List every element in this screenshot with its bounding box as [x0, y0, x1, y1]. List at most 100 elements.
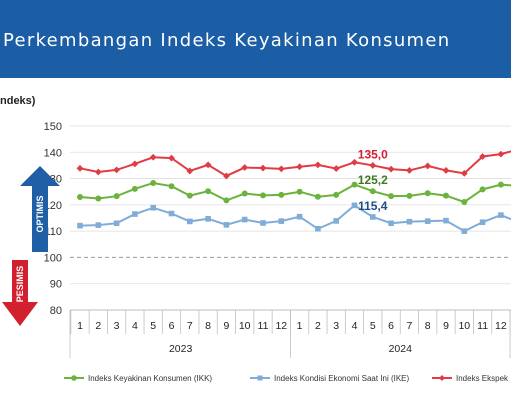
x-tick-label: 8: [205, 320, 211, 332]
data-point-iek: [113, 166, 120, 174]
legend-label: Indeks Kondisi Ekonomi Saat Ini (IKE): [274, 374, 410, 383]
data-point-ike: [498, 212, 504, 218]
data-point-ikk: [443, 192, 449, 199]
x-tick-label: 12: [275, 320, 287, 332]
data-point-ikk: [369, 188, 376, 195]
data-point-ike: [205, 215, 211, 222]
legend-label: Indeks Ekspek: [456, 374, 509, 383]
data-point-ikk: [186, 192, 193, 199]
data-point-ikk: [77, 193, 83, 200]
data-point-iek: [497, 150, 505, 158]
data-point-ikk: [296, 188, 303, 195]
data-point-ikk: [113, 193, 120, 200]
x-tick-label: 10: [458, 320, 470, 332]
x-tick-label: 6: [388, 320, 394, 332]
data-point-iek: [241, 164, 249, 171]
data-point-iek: [296, 163, 303, 171]
legend-marker: [71, 375, 77, 381]
data-point-iek: [223, 172, 230, 180]
x-tick-label: 7: [187, 320, 193, 332]
data-point-iek: [259, 164, 267, 172]
data-point-iek: [204, 161, 212, 169]
gridlines: [70, 125, 511, 285]
data-point-ike: [113, 220, 120, 227]
series-line-ike: [79, 204, 511, 233]
y-tick-label: 140: [44, 147, 62, 159]
y-tick-label: 80: [50, 305, 62, 317]
data-point-iek: [149, 153, 157, 161]
data-point-ikk: [479, 186, 486, 193]
y-tick-label: 100: [44, 252, 62, 264]
data-point-ike: [150, 204, 156, 211]
data-point-ike: [461, 228, 468, 234]
data-point-ikk: [131, 185, 138, 192]
x-tick-label: 9: [223, 320, 229, 332]
data-point-ike: [95, 222, 102, 228]
data-label: 135,0: [358, 147, 388, 161]
y-tick-label: 150: [44, 121, 62, 133]
data-point-ike: [479, 219, 486, 226]
x-tick-label: 3: [114, 320, 120, 332]
data-point-ike: [424, 218, 431, 224]
data-point-ike: [443, 217, 449, 224]
series-line-ikk: [79, 182, 511, 204]
data-point-ike: [315, 225, 321, 232]
data-point-iek: [351, 158, 358, 166]
data-point-ike: [333, 218, 339, 224]
legend: Indeks Keyakinan Konsumen (IKK) Indeks Ko…: [64, 374, 509, 383]
year-label: 2024: [389, 343, 413, 355]
x-tick-label: 5: [370, 320, 376, 332]
x-tick-label: 3: [333, 320, 339, 332]
data-point-ike: [187, 218, 193, 225]
page-title: Perkembangan Indeks Keyakinan Konsumen: [3, 30, 451, 51]
data-point-iek: [131, 160, 139, 168]
data-point-ikk: [278, 191, 285, 198]
data-point-ikk: [351, 181, 358, 188]
optimis-arrow-shape: [20, 166, 60, 252]
data-point-ike: [406, 218, 413, 225]
pesimis-arrow-shape: [2, 260, 38, 326]
data-point-ike: [132, 211, 138, 217]
data-point-ikk: [497, 181, 504, 188]
data-point-ike: [241, 216, 248, 223]
data-annotations: 135,0 125,2 115,4: [358, 147, 388, 213]
data-point-ikk: [406, 192, 413, 199]
data-point-iek: [369, 162, 377, 169]
data-point-iek: [460, 169, 468, 177]
data-label: 115,4: [358, 199, 388, 213]
data-point-ikk: [461, 198, 468, 205]
data-point-iek: [442, 167, 450, 174]
x-tick-label: 1: [297, 320, 303, 332]
legend-label: Indeks Keyakinan Konsumen (IKK): [88, 374, 212, 383]
x-tick-label: 6: [169, 320, 175, 332]
x-tick-label: 9: [443, 320, 449, 332]
data-point-iek: [168, 154, 175, 162]
x-tick-label: 11: [477, 320, 488, 332]
data-point-iek: [424, 162, 432, 170]
x-tick-label: 5: [150, 320, 156, 332]
data-point-ikk: [150, 180, 157, 187]
y-tick-label: 120: [44, 200, 62, 212]
data-point-ikk: [95, 195, 102, 202]
x-tick-label: 7: [406, 320, 412, 332]
x-tick-label: 1: [77, 320, 83, 332]
x-tick-label: 4: [132, 320, 138, 332]
data-point-ikk: [314, 193, 321, 200]
data-point-iek: [332, 165, 340, 172]
y-tick-label: 90: [50, 279, 62, 291]
data-point-ikk: [241, 190, 248, 197]
data-point-iek: [186, 167, 194, 175]
data-point-ike: [223, 222, 230, 228]
data-point-iek: [406, 167, 413, 174]
data-point-ike: [351, 202, 358, 209]
data-point-iek: [387, 165, 395, 173]
x-tick-label: 12: [495, 320, 507, 332]
data-point-iek: [277, 165, 285, 173]
data-point-ikk: [168, 183, 175, 190]
legend-marker: [439, 375, 445, 381]
y-axis-unit-label: ndeks): [0, 95, 36, 107]
optimism-pessimism-arrows: OPTIMIS PESIMIS: [2, 166, 60, 326]
data-point-iek: [314, 161, 322, 169]
